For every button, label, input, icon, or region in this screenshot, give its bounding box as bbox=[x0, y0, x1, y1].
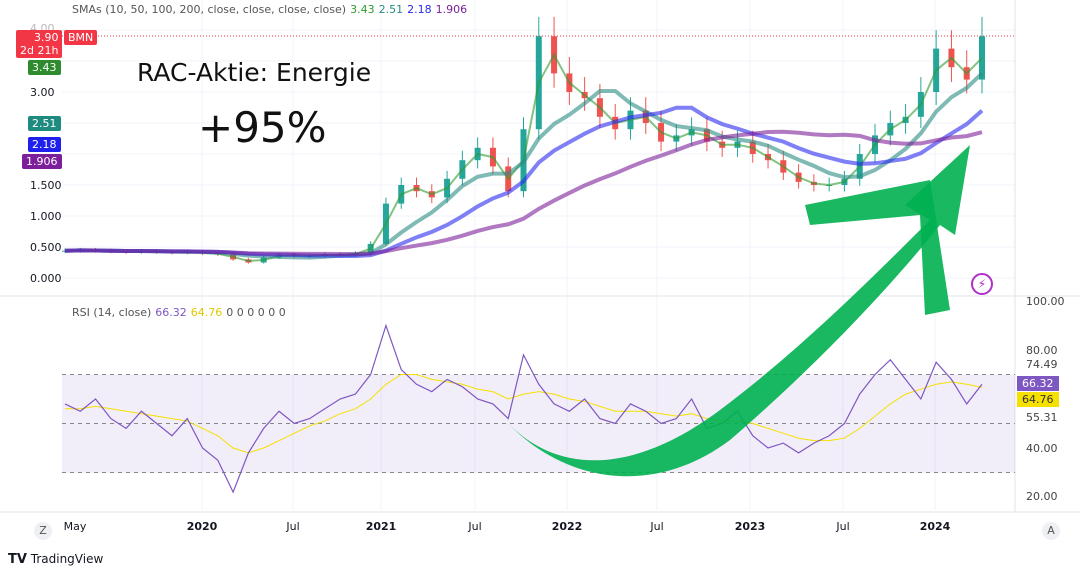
rsi-ma-value: 64.76 bbox=[190, 306, 223, 319]
x-tick: 2023 bbox=[734, 520, 766, 533]
rsi-tick: 100.00 bbox=[1026, 295, 1065, 308]
price-tick: 1.500 bbox=[30, 179, 62, 192]
candle-body bbox=[62, 250, 68, 252]
x-tick: 2020 bbox=[186, 520, 218, 533]
sma-legend-label: SMAs (10, 50, 100, 200, close, close, cl… bbox=[72, 3, 347, 16]
green-arrow bbox=[505, 145, 970, 477]
last-price: 3.90 bbox=[33, 31, 59, 44]
symbol-tag: BMN bbox=[64, 30, 98, 45]
sma50-tag: 2.51 bbox=[28, 116, 61, 131]
sma100-tag: 2.18 bbox=[28, 137, 61, 152]
x-tick: 2021 bbox=[365, 520, 397, 533]
tv-logo-icon: TV bbox=[8, 552, 27, 567]
last-price-tag: 3.90 2d 21h bbox=[16, 30, 63, 58]
rsi-ma-tag: 64.76 bbox=[1017, 392, 1059, 407]
price-tick: 0.500 bbox=[30, 241, 62, 254]
price-tick: 0.000 bbox=[30, 272, 62, 285]
rsi-tick: 80.00 bbox=[1026, 344, 1058, 357]
rsi-value: 66.32 bbox=[155, 306, 187, 319]
rsi-zeros: 0 0 0 0 0 0 bbox=[226, 306, 286, 319]
sma100-value: 2.18 bbox=[407, 3, 432, 16]
x-tick: 2022 bbox=[551, 520, 583, 533]
rsi-tick: 74.49 bbox=[1026, 358, 1058, 371]
rsi-line bbox=[64, 323, 983, 494]
brand-name: TradingView bbox=[30, 552, 104, 566]
log-scale-toggle[interactable]: Z bbox=[34, 522, 52, 540]
sma200-value: 1.906 bbox=[435, 3, 468, 16]
price-tick: 3.00 bbox=[30, 86, 55, 99]
rsi-tick: 55.31 bbox=[1026, 411, 1058, 424]
overlay-change: +95% bbox=[198, 103, 327, 152]
x-tick: Jul bbox=[286, 520, 300, 533]
x-tick: 2024 bbox=[919, 520, 951, 533]
x-tick: Jul bbox=[650, 520, 664, 533]
price-tick: 1.000 bbox=[30, 210, 62, 223]
sma50-value: 2.51 bbox=[378, 3, 404, 16]
tradingview-logo[interactable]: TV TradingView bbox=[8, 552, 103, 567]
rsi-tick: 20.00 bbox=[1026, 490, 1058, 503]
bar-countdown: 2d 21h bbox=[20, 44, 59, 57]
sma10-tag: 3.43 bbox=[28, 60, 61, 75]
rsi-ma-line bbox=[65, 374, 983, 454]
x-tick: May bbox=[63, 520, 87, 533]
x-tick: Jul bbox=[468, 520, 482, 533]
x-tick: Jul bbox=[836, 520, 850, 533]
sma200-line bbox=[64, 129, 983, 256]
overlay-title: RAC-Aktie: Energie bbox=[137, 58, 372, 87]
auto-scale-toggle[interactable]: A bbox=[1042, 522, 1060, 540]
lightning-icon[interactable]: ⚡ bbox=[971, 273, 993, 295]
sma-legend: SMAs (10, 50, 100, 200, close, close, cl… bbox=[72, 3, 467, 16]
green-arrow-brush bbox=[805, 180, 950, 315]
rsi-legend-label: RSI (14, close) bbox=[72, 306, 152, 319]
rsi-tag: 66.32 bbox=[1017, 376, 1059, 391]
sma10-value: 3.43 bbox=[350, 3, 375, 16]
rsi-legend: RSI (14, close) 66.32 64.76 0 0 0 0 0 0 bbox=[72, 306, 286, 319]
rsi-tick: 40.00 bbox=[1026, 442, 1058, 455]
sma200-tag: 1.906 bbox=[22, 154, 62, 169]
